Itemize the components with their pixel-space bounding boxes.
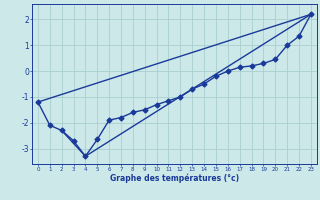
X-axis label: Graphe des températures (°c): Graphe des températures (°c) xyxy=(110,173,239,183)
